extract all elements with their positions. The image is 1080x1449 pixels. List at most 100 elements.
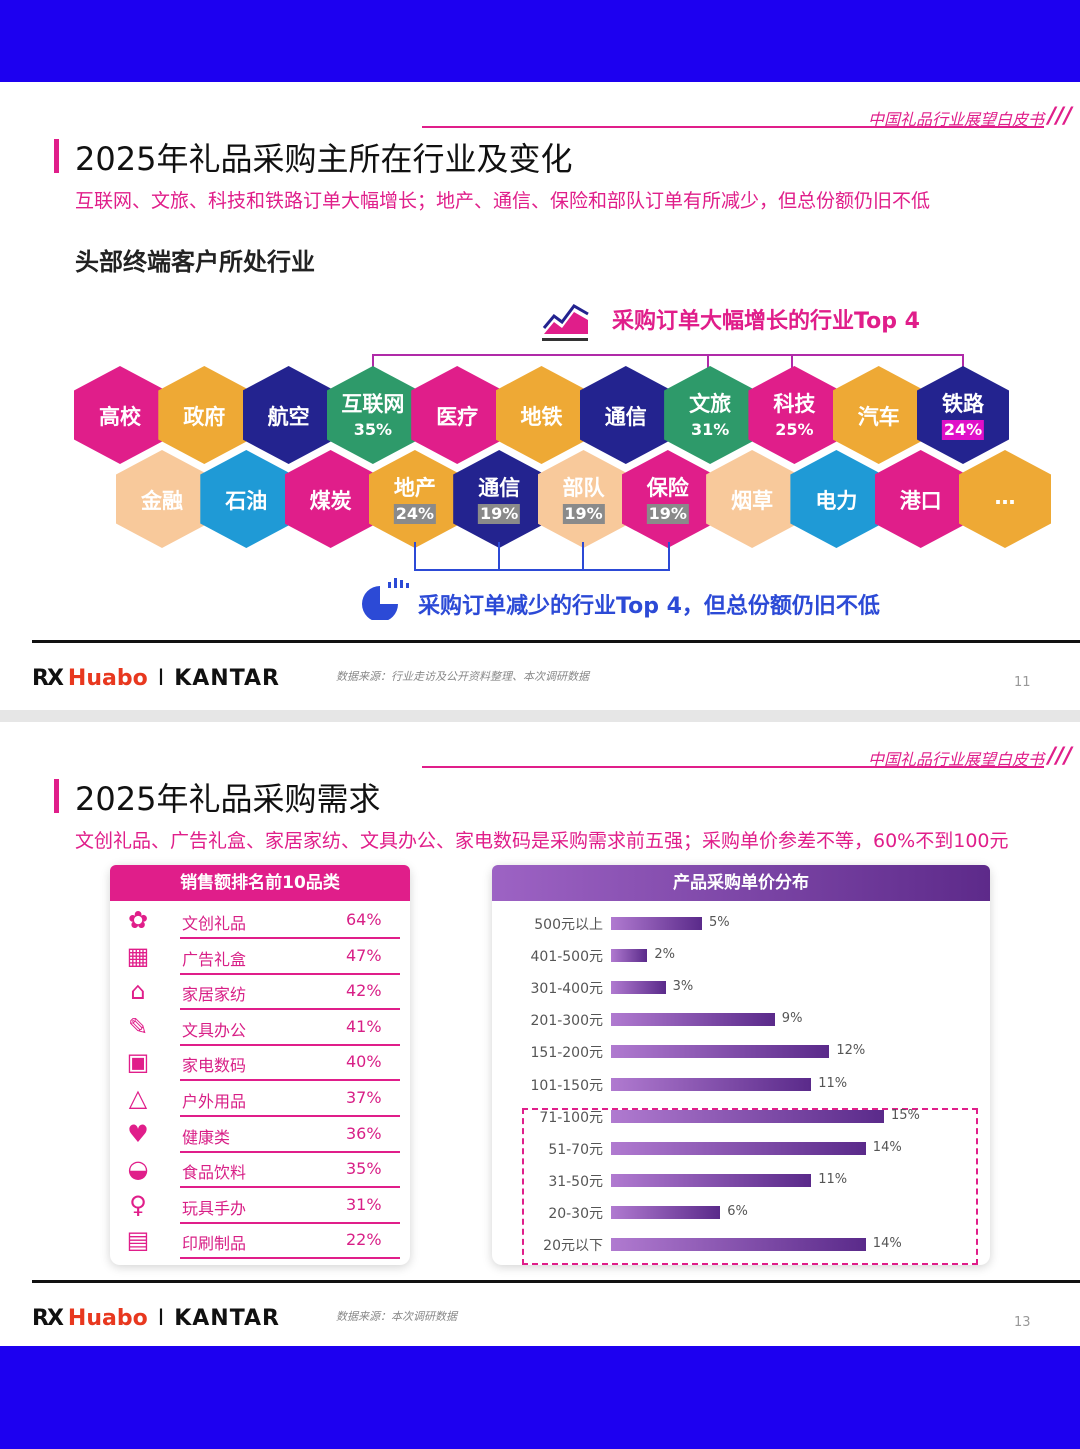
row-divider (180, 1043, 400, 1046)
row-divider (180, 1221, 400, 1224)
row-divider (180, 1079, 400, 1082)
price-bar (611, 917, 702, 930)
footer-logos: RX Huabo I KANTAR (32, 1306, 280, 1331)
microwave-icon: ▣ (126, 1048, 150, 1077)
bar-value-label: 11% (818, 1075, 848, 1091)
row-divider (180, 1150, 400, 1153)
category-row: ▦ 广告礼盒 47% (120, 939, 502, 975)
industry-label: 港口 (899, 489, 942, 513)
industry-label: 电力 (815, 489, 858, 513)
bar-value-label: 15% (891, 1107, 920, 1123)
brand-slash-mark: /// (1047, 104, 1072, 129)
bar-category-label: 201-300元 (530, 1013, 604, 1030)
slide-title: 2025年礼品采购需求 (75, 780, 381, 818)
toy-figure-icon: ♀ (129, 1190, 147, 1219)
row-divider (180, 1186, 400, 1189)
brand-underline (422, 126, 1044, 128)
industry-hex: 煤炭 (284, 450, 377, 548)
industry-hex: 高校 (74, 366, 166, 464)
industry-label: 地产 (393, 476, 436, 500)
bar-category-label: 20元以下 (543, 1238, 603, 1254)
industry-label: 烟草 (731, 489, 774, 513)
industry-share: 19% (646, 504, 689, 524)
decline-bracket (414, 542, 670, 571)
category-name: 文创礼品 (182, 914, 247, 933)
slide-gap (0, 710, 1080, 722)
category-row: △ 户外用品 37% (120, 1081, 502, 1117)
slide-subtitle: 文创礼品、广告礼盒、家居家纺、文具办公、家电数码是采购需求前五强；采购单价参差不… (75, 830, 1009, 852)
logo-separator: I (157, 666, 165, 691)
category-card-header: 销售额排名前10品类 (110, 865, 410, 901)
bar-value-label: 14% (872, 1236, 902, 1251)
industry-label: 科技 (773, 392, 816, 416)
area-chart-icon (542, 304, 589, 341)
slide-industries: 中国礼品行业展望白皮书 /// 2025年礼品采购主所在行业及变化 互联网、文旅… (0, 82, 1080, 710)
bar-category-label: 31-50元 (548, 1173, 603, 1190)
industry-hex: 港口 (874, 450, 967, 548)
industry-hex: 保险 19% (621, 450, 714, 548)
price-distribution-card: 产品采购单价分布 500元以上 5% 401-500元 2% 301-400元 3% 201… (492, 865, 990, 1265)
slide-demand: 中国礼品行业展望白皮书 /// 2025年礼品采购需求 文创礼品、广告礼盒、家居… (0, 722, 1080, 1346)
bow-icon: ✿ (127, 906, 149, 934)
category-row: ▤ 印刷制品 22% (120, 1223, 502, 1260)
industry-hex: 金融 (116, 450, 208, 548)
title-accent-bar (54, 139, 59, 173)
category-row: ♥ 健康类 36% (120, 1117, 502, 1153)
category-share: 47% (346, 945, 382, 965)
industry-share: 31% (690, 420, 730, 439)
industry-share: 19% (478, 504, 521, 524)
huabo-logo: Huabo (67, 1306, 148, 1331)
price-bar (611, 1077, 812, 1091)
industry-share: 19% (562, 504, 605, 524)
industry-label: 保险 (646, 476, 689, 500)
data-source: 数据来源：本次调研数据 (336, 1310, 457, 1323)
bar-category-label: 301-400元 (530, 981, 604, 998)
pie-decline-icon (362, 578, 409, 620)
bowl-icon: ◒ (127, 1155, 149, 1184)
bar-category-label: 71-100元 (539, 1109, 603, 1126)
bar-value-label: 6% (727, 1203, 748, 1219)
category-row: ▣ 家电数码 40% (120, 1045, 502, 1082)
industry-share: 24% (393, 504, 437, 524)
title-accent-bar (54, 779, 59, 813)
industry-hex: 石油 (200, 450, 293, 548)
industry-hex: … (959, 450, 1051, 548)
category-share: 31% (346, 1194, 382, 1214)
industry-share: 25% (775, 420, 814, 439)
category-row: ♀ 玩具手办 31% (120, 1188, 502, 1224)
industry-hex: 航空 (242, 366, 335, 464)
price-bar (611, 1141, 866, 1155)
price-card-header: 产品采购单价分布 (492, 865, 990, 901)
category-share: 36% (346, 1123, 382, 1143)
bar-category-label: 20-30元 (548, 1205, 603, 1222)
category-name: 广告礼盒 (182, 949, 247, 969)
bar-value-label: 11% (818, 1171, 848, 1187)
row-divider (180, 1257, 400, 1260)
price-bar (611, 949, 648, 963)
industry-label: 文旅 (689, 392, 732, 416)
slide-title: 2025年礼品采购主所在行业及变化 (75, 140, 573, 178)
brand-underline (422, 766, 1044, 768)
bar-category-label: 151-200元 (530, 1045, 604, 1062)
category-share: 41% (346, 1016, 382, 1036)
slide-subtitle: 互联网、文旅、科技和铁路订单大幅增长；地产、通信、保险和部队订单有所减少，但总份… (75, 190, 931, 212)
category-name: 家电数码 (182, 1056, 247, 1076)
price-bar (611, 1109, 884, 1123)
row-divider (180, 1008, 400, 1011)
industry-hex: 烟草 (706, 450, 799, 548)
category-row: ⌂ 家居家纺 42% (120, 974, 502, 1011)
print-icon: ▤ (126, 1226, 150, 1255)
category-name: 文具办公 (182, 1020, 247, 1040)
industry-label: 石油 (225, 489, 268, 513)
category-row: ✿ 文创礼品 64% (120, 903, 502, 939)
industry-label: 煤炭 (309, 489, 352, 513)
industry-share: 24% (941, 420, 985, 440)
gift-box-icon: ▦ (126, 941, 150, 970)
category-row: ◒ 食品饮料 35% (120, 1152, 502, 1189)
category-name: 家居家纺 (182, 985, 247, 1005)
row-divider (180, 972, 400, 975)
industry-label: 政府 (183, 405, 226, 429)
price-bar (611, 981, 666, 995)
industry-label: 航空 (267, 405, 310, 429)
kantar-logo: KANTAR (174, 1306, 280, 1331)
